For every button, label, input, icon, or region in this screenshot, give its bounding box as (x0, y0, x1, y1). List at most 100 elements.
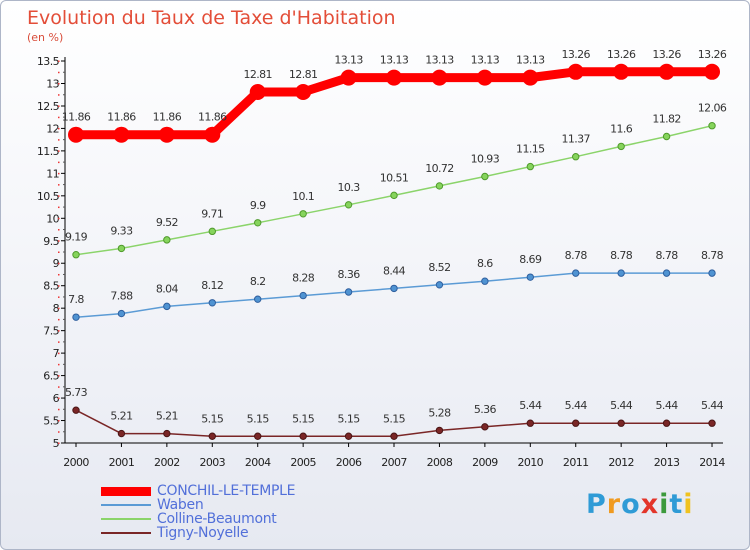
data-label: 8.44 (383, 264, 406, 277)
x-tick-label: 2001 (109, 456, 135, 469)
axis-dash-mark (58, 150, 60, 152)
data-point (567, 63, 584, 80)
y-tick-label: 7.5 (43, 325, 59, 338)
data-point (72, 406, 80, 414)
data-point (72, 250, 80, 259)
logo-letter: t (669, 489, 684, 520)
data-label: 11.86 (107, 111, 136, 124)
y-tick-label: 13 (46, 77, 59, 90)
data-point (617, 142, 625, 151)
data-point (526, 162, 534, 171)
data-point (68, 126, 84, 143)
data-label: 11.86 (153, 111, 182, 124)
data-label: 5.28 (428, 406, 451, 419)
data-label: 11.82 (652, 113, 681, 126)
data-point (299, 210, 307, 218)
legend-swatch-tigny (101, 532, 151, 534)
data-label: 8.2 (250, 275, 266, 288)
data-label: 8.69 (519, 253, 542, 266)
x-tick-label: 2003 (199, 456, 225, 469)
data-point (431, 69, 448, 86)
x-tick-label: 2014 (699, 456, 725, 469)
legend: CONCHIL-LE-TEMPLE Waben Colline-Beaumont… (101, 483, 401, 541)
data-label: 13.13 (334, 54, 363, 67)
data-label: 9.33 (110, 224, 133, 237)
data-point (386, 69, 403, 86)
data-point (658, 63, 675, 80)
legend-label-tigny: Tigny-Noyelle (157, 525, 249, 541)
axis-dash-mark (58, 386, 60, 388)
series-3 (72, 406, 716, 440)
legend-item-waben: Waben (101, 497, 401, 513)
data-point (572, 269, 580, 277)
data-point (117, 244, 126, 253)
series-2 (72, 122, 716, 259)
x-tick-label: 2012 (608, 456, 634, 469)
y-tick-label: 6 (53, 392, 60, 405)
y-tick-label: 7 (53, 347, 60, 360)
legend-label-conchil: CONCHIL-LE-TEMPLE (157, 483, 296, 499)
data-point (617, 269, 625, 277)
data-label: 8.12 (201, 279, 223, 292)
logo-letter: x (640, 489, 660, 520)
axis-dash-mark (58, 442, 60, 444)
data-label: 5.21 (156, 410, 178, 423)
data-point (117, 309, 126, 318)
data-label: 12.06 (698, 102, 727, 115)
data-point (163, 302, 171, 311)
legend-item-tigny: Tigny-Noyelle (101, 525, 401, 541)
x-tick-label: 2002 (154, 456, 180, 469)
x-tick-label: 2006 (336, 456, 362, 469)
y-tick-label: 9.5 (43, 235, 59, 248)
y-tick-label: 12 (46, 122, 59, 135)
x-tick-label: 2010 (517, 456, 543, 469)
data-point (526, 419, 534, 427)
data-label: 8.78 (701, 249, 724, 262)
series-1 (72, 269, 716, 321)
y-tick-label: 10 (46, 212, 59, 225)
axis-dash-mark (58, 375, 60, 377)
legend-item-conchil: CONCHIL-LE-TEMPLE (101, 483, 401, 499)
legend-swatch-waben (101, 504, 151, 506)
axis-dash-mark (58, 229, 60, 231)
data-point (435, 182, 444, 190)
chart-title: Evolution du Taux de Taxe d'Habitation (27, 7, 396, 29)
y-tick-label: 6.5 (43, 370, 59, 383)
data-point (617, 419, 625, 427)
y-tick-label: 8.5 (43, 280, 59, 293)
axis-dash-mark (58, 318, 60, 321)
x-tick-label: 2000 (63, 456, 89, 469)
data-labels-layer: 5.73 5.21 5.21 5.15 5.15 5.15 5.15 5.15 5.28 5.36… (62, 48, 728, 425)
data-point (158, 126, 175, 143)
axis-dash-mark (58, 273, 60, 276)
data-point (254, 219, 262, 227)
axis-dash-mark (58, 82, 60, 85)
data-point (340, 69, 357, 86)
data-point (481, 423, 489, 431)
data-point (572, 153, 580, 161)
data-label: 5.15 (247, 412, 270, 425)
axis-dash-mark (58, 408, 60, 411)
axis-dash-mark (58, 116, 60, 119)
data-label: 11.15 (516, 143, 545, 156)
axis-dash-mark (58, 296, 60, 298)
data-label: 13.26 (698, 48, 727, 61)
data-label: 13.13 (380, 54, 409, 67)
axis-dash-mark (58, 105, 60, 107)
axis-dash-mark (58, 251, 60, 253)
y-tick-label: 5 (53, 437, 60, 450)
data-label: 12.81 (243, 68, 272, 81)
axis-dash-mark (58, 240, 60, 242)
data-point (208, 227, 216, 236)
data-point (435, 426, 444, 435)
axis-dash-mark (58, 217, 60, 220)
data-point (113, 126, 130, 143)
legend-swatch-colline (101, 518, 151, 520)
axis-dash-mark (58, 71, 60, 74)
legend-swatch-conchil (101, 487, 151, 496)
data-label: 9.71 (201, 207, 223, 220)
data-label: 5.44 (701, 399, 724, 412)
data-label: 9.9 (250, 199, 266, 212)
data-label: 5.36 (474, 403, 497, 416)
data-label: 8.04 (156, 282, 179, 295)
